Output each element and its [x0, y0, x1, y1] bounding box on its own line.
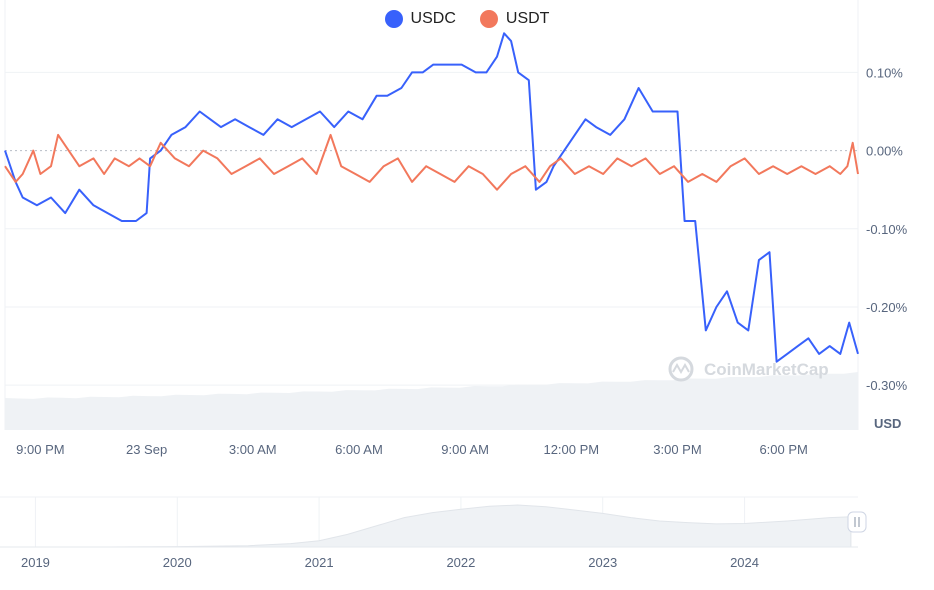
x-tick-label: 12:00 PM [543, 442, 599, 457]
x-tick-label: 6:00 PM [759, 442, 807, 457]
x-axis: 9:00 PM 23 Sep 3:00 AM 6:00 AM 9:00 AM 12:00 … [16, 442, 808, 457]
legend-item-usdc[interactable]: USDC [384, 10, 456, 28]
series-lines [4, 32, 859, 363]
y-tick-label: -0.10% [866, 222, 908, 237]
chart-legend: USDC USDT [0, 10, 934, 28]
x-tick-label: 9:00 AM [441, 442, 489, 457]
x-tick-label: 23 Sep [126, 442, 167, 457]
watermark-text: CoinMarketCap [704, 360, 829, 379]
y-tick-label: 0.00% [866, 144, 903, 159]
x-tick-label: 9:00 PM [16, 442, 64, 457]
volume-shape [5, 372, 858, 430]
volume-area [5, 372, 858, 430]
y-axis: 0.10% 0.00% -0.10% -0.20% -0.30% [866, 65, 908, 393]
x-tick-label: 3:00 PM [653, 442, 701, 457]
series-line-usdc[interactable] [4, 32, 859, 363]
usdc-legend-label: USDC [410, 10, 456, 27]
x-tick-label: 6:00 AM [335, 442, 383, 457]
series-line-usdt[interactable] [4, 133, 859, 191]
y-tick-label: -0.20% [866, 300, 908, 315]
x-tick-label: 3:00 AM [229, 442, 277, 457]
navigator-year-label: 2019 [21, 555, 50, 570]
usdt-legend-dot [479, 10, 498, 28]
navigator-year-label: 2023 [588, 555, 617, 570]
navigator-handle[interactable] [847, 511, 867, 533]
navigator-year-label: 2021 [305, 555, 334, 570]
time-navigator[interactable] [0, 496, 858, 548]
y-tick-label: -0.30% [866, 378, 908, 393]
navigator-year-label: 2024 [730, 555, 759, 570]
navigator-history-area [14, 504, 852, 548]
coinmarketcap-logo-icon [668, 356, 694, 382]
unit-label: USD [874, 416, 901, 431]
y-tick-label: 0.10% [866, 65, 903, 80]
usdt-legend-label: USDT [505, 10, 550, 27]
usdc-legend-dot [384, 10, 403, 28]
navigator-year-axis: 2019 2020 2021 2022 2023 2024 [21, 555, 759, 570]
legend-item-usdt[interactable]: USDT [479, 10, 550, 28]
navigator-year-label: 2020 [163, 555, 192, 570]
navigator-year-label: 2022 [446, 555, 475, 570]
